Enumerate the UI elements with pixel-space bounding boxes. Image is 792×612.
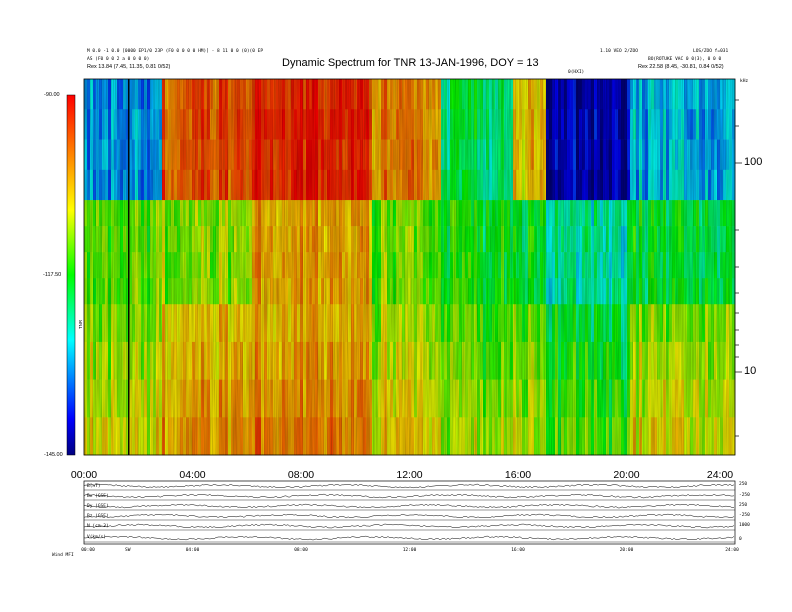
x-tick-6: 24:00: [706, 469, 734, 481]
ts-x-tick-0: 00:00: [81, 548, 95, 553]
header-center-small: 0(HXI): [568, 70, 585, 75]
header-right-line3: BO(ROTUKE VAC 0 0(3), 0 0 0: [648, 57, 722, 62]
colorbar-label: TNR: [78, 319, 84, 330]
ts-label-3: Bz (GSE): [87, 514, 109, 519]
header-right-line2: LOS/ZOO f=031: [693, 49, 729, 54]
chart-title: Dynamic Spectrum for TNR 13-JAN-1996, DO…: [282, 57, 539, 69]
x-tick-3: 12:00: [396, 469, 423, 481]
ts-label-2: By (GSE): [87, 504, 109, 509]
ts-footer-marker: SW: [125, 548, 131, 553]
ts-label-4: N (cm-3): [87, 524, 109, 529]
x-tick-2: 08:00: [287, 469, 315, 481]
colorbar-tick-mid: -117.50: [43, 272, 62, 278]
header-left-line2: AS (F0 0 0 2 a 0 0 0 0): [87, 57, 150, 62]
x-tick-1: 04:00: [179, 469, 206, 481]
ts-rlabel-3: -250: [739, 513, 750, 518]
ts-x-tick-5: 20:00: [619, 548, 634, 553]
header-right-line4: Rex 22.58 (8.45, -30.81, 0.84 0/52): [638, 64, 724, 70]
ts-rlabel-4: 1000: [739, 523, 750, 528]
x-tick-4: 16:00: [504, 469, 532, 481]
x-tick-5: 20:00: [613, 469, 640, 481]
ts-trace: [83, 483, 735, 489]
ts-label-0: B(nT): [87, 484, 101, 489]
ts-footer-left: Wind MFI: [52, 553, 74, 558]
colorbar-tick-top: -90.00: [44, 92, 60, 98]
ts-x-tick-3: 12:00: [402, 548, 417, 553]
header-right-line1: 1.10 VEO 2/ZOO: [600, 49, 638, 54]
ts-rlabel-2: 250: [739, 503, 748, 508]
ts-trace: [83, 493, 735, 499]
x-tick-0: 00:00: [70, 469, 98, 481]
ts-x-tick-4: 16:00: [511, 548, 525, 553]
ts-x-tick-6: 24:00: [725, 548, 739, 553]
ts-trace: [83, 503, 735, 509]
ts-x-tick-1: 04:00: [185, 548, 200, 553]
ts-trace: [83, 535, 735, 541]
colorbar-tick-bottom: -145.00: [44, 452, 63, 458]
right-axis: [735, 99, 742, 437]
ts-trace: [83, 523, 735, 529]
y-tick-10: 10: [744, 365, 757, 377]
ts-rlabel-1: -250: [739, 493, 750, 498]
header-left-line3: Rex 13.84 (7.45, 11.35, 0.81 0/52): [87, 64, 171, 70]
ts-rlabel-5: 0: [739, 537, 742, 542]
units-label: kHz: [740, 79, 749, 84]
ts-x-tick-2: 08:00: [294, 548, 308, 553]
timeseries-panel: [83, 480, 736, 545]
colorbar: [66, 94, 76, 456]
y-tick-100: 100: [744, 156, 763, 168]
ts-trace: [83, 513, 735, 519]
heatmap-texture: [84, 79, 735, 455]
ts-label-1: Bx (GSE): [87, 494, 109, 499]
ts-label-5: V(km/s): [87, 535, 106, 540]
header-left-line1: M 0.0 -1 0.0 [0000 EP1/0 23P (F0 0 0 0 0…: [87, 49, 264, 54]
ts-rlabel-0: 250: [739, 482, 748, 487]
